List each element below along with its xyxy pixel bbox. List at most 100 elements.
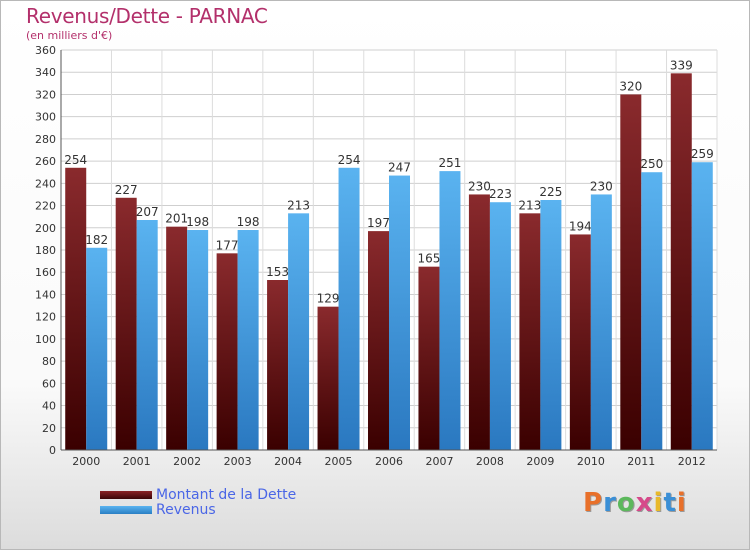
bar-debt xyxy=(267,280,289,450)
bar-debt xyxy=(670,73,692,450)
data-label: 177 xyxy=(216,238,239,252)
legend-swatch-revenue xyxy=(100,506,152,514)
y-tick-label: 280 xyxy=(35,133,56,146)
data-label: 129 xyxy=(317,292,340,306)
bar-debt xyxy=(519,213,541,450)
data-label: 225 xyxy=(539,185,562,199)
y-tick-label: 200 xyxy=(35,222,56,235)
bar-debt xyxy=(620,94,642,450)
x-tick-label: 2009 xyxy=(526,455,554,468)
logo-letter: o xyxy=(616,488,636,518)
x-tick-label: 2008 xyxy=(476,455,504,468)
x-tick-label: 2000 xyxy=(72,455,100,468)
y-tick-label: 20 xyxy=(42,422,56,435)
legend-label-revenue: Revenus xyxy=(156,502,216,518)
bar-revenue xyxy=(86,247,108,450)
x-tick-label: 2002 xyxy=(173,455,201,468)
data-label: 213 xyxy=(518,198,541,212)
chart-subtitle: (en milliers d'€) xyxy=(26,29,113,42)
x-tick-label: 2006 xyxy=(375,455,403,468)
data-label: 198 xyxy=(186,215,209,229)
y-tick-label: 240 xyxy=(35,177,56,190)
bar-revenue xyxy=(641,172,663,450)
bar-revenue xyxy=(187,230,209,450)
y-tick-label: 340 xyxy=(35,66,56,79)
x-tick-label: 2004 xyxy=(274,455,302,468)
y-tick-label: 300 xyxy=(35,111,56,124)
data-label: 250 xyxy=(640,157,663,171)
bar-debt xyxy=(368,231,389,450)
y-tick-label: 160 xyxy=(35,266,56,279)
bar-debt xyxy=(317,306,339,450)
data-label: 198 xyxy=(237,215,260,229)
data-label: 153 xyxy=(266,265,289,279)
logo-letter: r xyxy=(603,488,617,518)
bar-revenue xyxy=(288,213,310,450)
y-tick-label: 260 xyxy=(35,155,56,168)
data-label: 197 xyxy=(367,216,390,230)
bar-debt xyxy=(65,167,87,450)
data-label: 339 xyxy=(670,58,693,72)
y-tick-label: 120 xyxy=(35,311,56,324)
chart-title: Revenus/Dette - PARNAC xyxy=(26,4,268,28)
x-tick-label: 2001 xyxy=(123,455,151,468)
x-tick-label: 2012 xyxy=(678,455,706,468)
y-tick-label: 100 xyxy=(35,333,56,346)
bar-revenue xyxy=(691,162,713,450)
legend-item-debt: Montant de la Dette xyxy=(100,487,296,503)
bar-revenue xyxy=(439,171,461,450)
y-tick-label: 140 xyxy=(35,288,56,301)
bar-revenue xyxy=(540,200,562,450)
data-label: 223 xyxy=(489,187,512,201)
bar-revenue xyxy=(136,220,158,450)
logo-letter: P xyxy=(583,488,604,518)
logo-letter: t xyxy=(663,488,677,518)
y-tick-label: 0 xyxy=(49,444,56,457)
bar-revenue xyxy=(237,230,259,450)
data-label: 227 xyxy=(115,183,138,197)
x-tick-label: 2011 xyxy=(627,455,655,468)
x-tick-label: 2005 xyxy=(325,455,353,468)
legend-swatch-debt xyxy=(100,491,152,499)
y-tick-label: 220 xyxy=(35,200,56,213)
x-tick-label: 2003 xyxy=(224,455,252,468)
bar-revenue xyxy=(489,202,511,450)
data-label: 230 xyxy=(590,179,613,193)
data-label: 251 xyxy=(439,156,462,170)
logo-letter: x xyxy=(635,488,654,518)
data-label: 259 xyxy=(691,147,714,161)
data-label: 207 xyxy=(136,205,159,219)
y-tick-label: 360 xyxy=(35,44,56,57)
data-label: 230 xyxy=(468,179,491,193)
bar-debt xyxy=(569,234,591,450)
y-tick-label: 320 xyxy=(35,88,56,101)
x-tick-label: 2010 xyxy=(577,455,605,468)
data-label: 182 xyxy=(85,233,108,247)
data-label: 247 xyxy=(388,161,411,175)
proxiti-logo: Proxiti xyxy=(583,488,687,518)
bar-revenue xyxy=(389,175,410,451)
bar-debt xyxy=(115,197,137,450)
data-label: 320 xyxy=(619,79,642,93)
bar-debt xyxy=(468,194,490,450)
logo-letter: i xyxy=(653,488,664,518)
data-label: 254 xyxy=(64,153,87,167)
bar-debt xyxy=(216,253,238,450)
logo-letter: i xyxy=(676,488,687,518)
y-tick-label: 40 xyxy=(42,400,56,413)
data-label: 165 xyxy=(418,252,441,266)
bar-debt xyxy=(418,266,440,450)
x-tick-label: 2007 xyxy=(425,455,453,468)
data-label: 254 xyxy=(338,153,361,167)
bar-debt xyxy=(166,226,188,450)
bar-revenue xyxy=(338,167,360,450)
y-tick-label: 80 xyxy=(42,355,56,368)
y-tick-label: 60 xyxy=(42,377,56,390)
data-label: 201 xyxy=(165,212,188,226)
legend-item-revenue: Revenus xyxy=(100,502,216,518)
legend-label-debt: Montant de la Dette xyxy=(156,487,297,503)
y-tick-label: 180 xyxy=(35,244,56,257)
data-label: 194 xyxy=(569,219,592,233)
data-label: 213 xyxy=(287,198,310,212)
